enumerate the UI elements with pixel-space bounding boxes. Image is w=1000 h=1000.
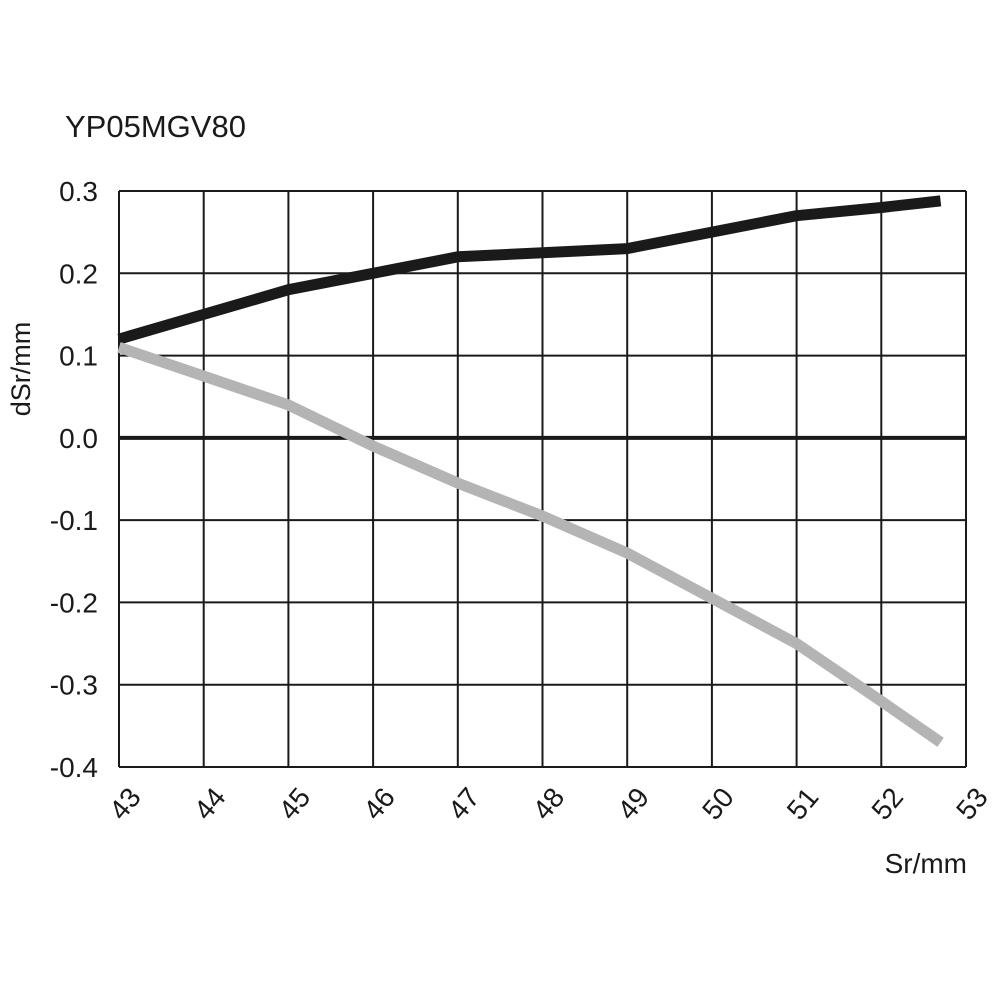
x-tick-label: 49 [611, 782, 655, 826]
y-tick-label: 0.0 [59, 423, 98, 454]
y-tick-label: 0.3 [59, 176, 98, 207]
chart-title: YP05MGV80 [65, 109, 246, 144]
x-axis-label: Sr/mm [885, 848, 967, 879]
series-lines [117, 195, 944, 747]
x-tick-label: 46 [357, 782, 401, 826]
y-tick-label: 0.2 [59, 258, 98, 289]
x-tick-labels: 43 44 45 46 47 48 49 50 51 52 53 [103, 782, 994, 826]
x-tick-label: 47 [442, 782, 486, 826]
series-line-1 [117, 195, 942, 345]
x-tick-label: 53 [950, 782, 994, 826]
x-tick-label: 48 [527, 782, 571, 826]
x-tick-label: 45 [273, 782, 317, 826]
grid [118, 190, 967, 768]
y-tick-label: 0.1 [59, 341, 98, 372]
y-tick-label: -0.2 [50, 587, 98, 618]
y-axis-label: dSr/mm [6, 322, 36, 417]
x-tick-label: 52 [865, 782, 909, 826]
x-tick-label: 43 [103, 782, 147, 826]
series-line-2 [117, 342, 944, 747]
x-tick-label: 44 [188, 782, 232, 826]
y-tick-label: -0.3 [50, 670, 98, 701]
x-tick-label: 50 [696, 782, 740, 826]
y-tick-labels: 0.3 0.2 0.1 0.0 -0.1 -0.2 -0.3 -0.4 [50, 176, 98, 783]
x-tick-label: 51 [781, 782, 825, 826]
y-tick-label: -0.4 [50, 752, 98, 783]
y-tick-label: -0.1 [50, 505, 98, 536]
